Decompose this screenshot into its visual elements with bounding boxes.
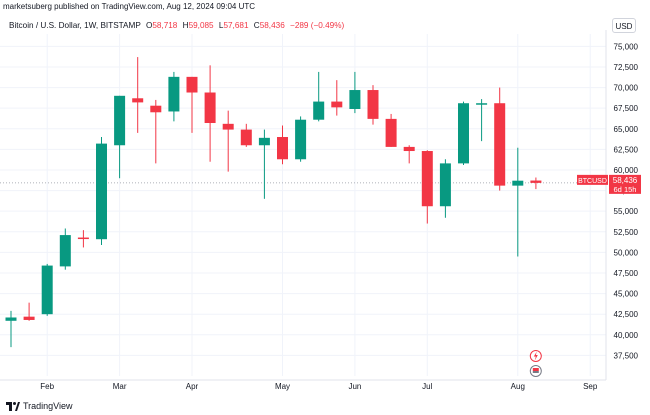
y-tick-label: 42,500: [614, 310, 639, 319]
candle-body: [23, 316, 35, 320]
candle-body: [59, 235, 71, 267]
y-tick-label: 52,500: [614, 228, 639, 237]
candle-body: [240, 129, 252, 146]
y-tick-label: 62,500: [614, 145, 639, 154]
candle-body: [186, 76, 198, 93]
high-label: H: [182, 21, 189, 30]
candle-body: [114, 95, 126, 146]
y-tick-label: 75,000: [614, 42, 639, 51]
low-value: 57,681: [223, 21, 249, 30]
y-tick-label: 47,500: [614, 269, 639, 278]
footer-brand[interactable]: TradingView: [6, 400, 73, 412]
candle-body: [277, 137, 288, 160]
candle-body: [204, 92, 216, 124]
y-tick-label: 67,500: [614, 104, 639, 113]
candle-body: [385, 118, 397, 147]
high-value: 59,085: [188, 21, 214, 30]
candle-body: [5, 317, 17, 321]
candle-body: [349, 90, 361, 109]
y-tick-label: 40,000: [614, 331, 639, 340]
y-tick-label: 65,000: [614, 125, 639, 134]
x-tick-label: Apr: [186, 382, 199, 391]
candle-body: [494, 103, 506, 186]
candle-body: [295, 119, 307, 160]
candle-body: [476, 103, 488, 105]
publisher-line: marketsuberg published on TradingView.co…: [3, 2, 256, 11]
candle-body: [150, 105, 162, 113]
x-tick-label: Aug: [511, 382, 525, 391]
candle-body: [512, 180, 524, 186]
candle-body: [421, 151, 433, 207]
candle-body: [367, 90, 379, 119]
candle-body: [458, 103, 469, 164]
candle-body: [313, 101, 325, 120]
close-label: C: [253, 21, 260, 30]
y-tick-label: 70,000: [614, 84, 639, 93]
y-tick-label: 50,000: [614, 248, 639, 257]
candle-body: [222, 123, 234, 130]
price-badge-value: 58,436: [613, 176, 638, 185]
price-badge-countdown: 6d 15h: [614, 185, 637, 194]
ticker-badge: [577, 174, 608, 185]
candle-body: [331, 101, 343, 108]
tradingview-logo-icon: [6, 402, 20, 412]
y-tick-label: 55,000: [614, 207, 639, 216]
open-value: 58,718: [152, 21, 178, 30]
symbol-label: Bitcoin / U.S. Dollar, 1W, BITSTAMP: [9, 21, 141, 30]
x-tick-label: Sep: [583, 382, 598, 391]
x-tick-label: Jul: [422, 382, 432, 391]
chart-legend: Bitcoin / U.S. Dollar, 1W, BITSTAMP O58,…: [9, 19, 344, 33]
lightning-glyph: [533, 351, 538, 361]
x-tick-label: Mar: [113, 382, 127, 391]
y-tick-label: 72,500: [614, 63, 639, 72]
candle-body: [168, 76, 180, 112]
price-badge: [609, 174, 641, 194]
flag-base: [532, 371, 539, 373]
open-label: O: [145, 21, 153, 30]
candle-body: [439, 163, 451, 207]
close-value: 58,436: [259, 21, 285, 30]
low-label: L: [218, 21, 224, 30]
flag-stripe: [532, 368, 539, 371]
candle-body: [77, 237, 89, 240]
x-tick-label: Jun: [348, 382, 361, 391]
y-tick-label: 37,500: [614, 351, 639, 360]
ticker-badge-text: BTCUSD: [578, 178, 607, 185]
brand-name: TradingView: [23, 401, 73, 411]
x-tick-label: May: [275, 382, 290, 391]
candle-body: [258, 137, 270, 146]
currency-button[interactable]: USD: [612, 18, 636, 33]
y-tick-label: 60,000: [614, 166, 639, 175]
candle-body: [41, 265, 53, 315]
candle-body: [403, 146, 415, 152]
y-tick-label: 45,000: [614, 290, 639, 299]
candle-body: [96, 143, 107, 240]
candle-body: [530, 180, 542, 183]
change-value: −289 (−0.49%): [290, 21, 345, 30]
candle-body: [132, 98, 144, 103]
x-tick-label: Feb: [40, 382, 54, 391]
